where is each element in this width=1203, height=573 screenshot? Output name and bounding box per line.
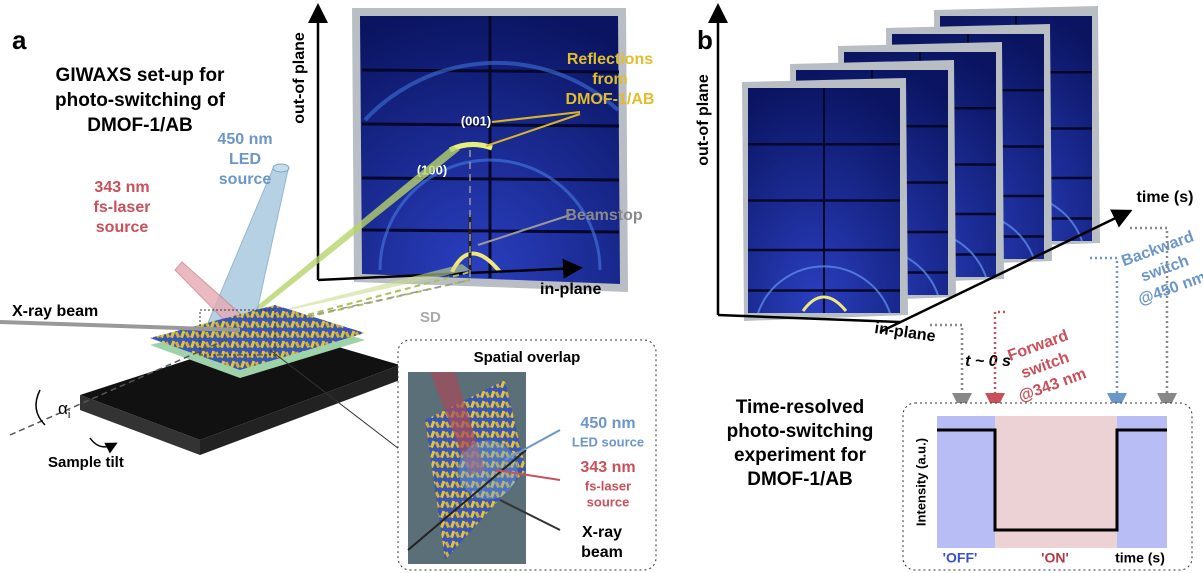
laser-label: 343 nm — [94, 179, 149, 196]
caption-line: Time-resolved — [736, 397, 864, 418]
inset-xray-label: X-ray — [582, 524, 622, 541]
t0-label: t ~ 0 s — [965, 353, 1011, 370]
peak-label: (001) — [461, 113, 491, 128]
inset-laser-label: 343 nm — [580, 459, 635, 476]
title-line: DMOF-1/AB — [87, 115, 193, 136]
caption-line: photo-switching — [727, 421, 874, 442]
tilt-label: Sample tilt — [48, 454, 124, 471]
diffraction-ring — [801, 295, 848, 312]
sd-line — [199, 279, 471, 341]
reflections-label: Reflections — [567, 51, 653, 68]
inset-led-spot — [457, 439, 519, 501]
diffraction-rings — [363, 60, 620, 274]
inset-title: Spatial overlap — [474, 349, 581, 366]
panel-letter: a — [12, 25, 27, 55]
sample-stage — [80, 330, 400, 440]
title-line: photo-switching of — [55, 90, 226, 111]
axis-label: out-of plane — [695, 74, 712, 166]
overlap-box — [199, 309, 276, 356]
pointer — [477, 214, 571, 246]
axis-label: out-of plane — [291, 32, 308, 124]
laser-label: source — [96, 219, 149, 236]
tilt-arrow — [89, 437, 118, 454]
time-markers — [930, 226, 1177, 413]
axis-label: time (s) — [1137, 189, 1194, 206]
axis-label: in-plane — [540, 281, 601, 298]
xray-beam — [0, 320, 241, 332]
pointer — [491, 111, 581, 123]
led-label: 450 nm — [217, 131, 272, 148]
panel-letter: b — [697, 25, 713, 55]
zoom-line — [269, 349, 421, 466]
off-region — [1117, 416, 1167, 548]
tilt-line — [9, 337, 231, 436]
alpha: α — [58, 399, 68, 418]
inset-xray — [407, 449, 527, 551]
caption-line: DMOF-1/AB — [747, 469, 853, 490]
diffracted-beam — [235, 264, 470, 322]
sd-label: SD — [420, 309, 441, 326]
laser-label: fs-laser — [94, 199, 151, 216]
sample-stage — [80, 395, 200, 455]
axis-label: in-plane — [873, 320, 936, 345]
xray-label: X-ray beam — [12, 303, 98, 320]
sample-stage — [200, 365, 400, 455]
plot-x-label: time (s) — [1115, 550, 1165, 566]
reflections-label: from — [592, 71, 628, 88]
on-region — [995, 416, 1117, 548]
detector-stack — [742, 6, 1100, 321]
film — [150, 305, 365, 370]
inset-led-label: 450 nm — [580, 415, 635, 432]
pointer — [504, 429, 561, 461]
caption-line: experiment for — [734, 445, 867, 466]
inset-laser-label: fs-laser — [585, 478, 631, 493]
inset-laser-label: source — [587, 494, 630, 509]
title-line: GIWAXS set-up for — [56, 65, 226, 86]
alpha-sub: i — [68, 409, 70, 421]
diffraction-ring — [757, 265, 891, 314]
led-label: source — [219, 171, 272, 188]
led-source — [272, 163, 290, 173]
plot-y-label: Intensity (a.u.) — [913, 438, 928, 526]
inset-xray-label: beam — [581, 544, 623, 561]
pointer — [485, 113, 581, 147]
reflections-label: DMOF-1/AB — [566, 91, 655, 108]
inset-laser — [430, 372, 485, 475]
inset-led-label: LED source — [572, 434, 644, 449]
pointer — [494, 469, 561, 481]
off-label: 'OFF' — [943, 550, 978, 566]
projection-lines — [249, 271, 471, 331]
angle-arc — [35, 389, 46, 426]
diffracted-beam — [240, 146, 460, 320]
beamstop-label: Beamstop — [565, 207, 643, 224]
alpha-label: αi — [58, 399, 70, 420]
intensity-trace — [937, 428, 1167, 532]
axis — [717, 313, 901, 324]
pointer — [499, 499, 561, 531]
led-label: LED — [229, 151, 261, 168]
time-axis — [879, 209, 1133, 334]
off-region — [937, 416, 995, 548]
on-label: 'ON' — [1041, 550, 1069, 566]
